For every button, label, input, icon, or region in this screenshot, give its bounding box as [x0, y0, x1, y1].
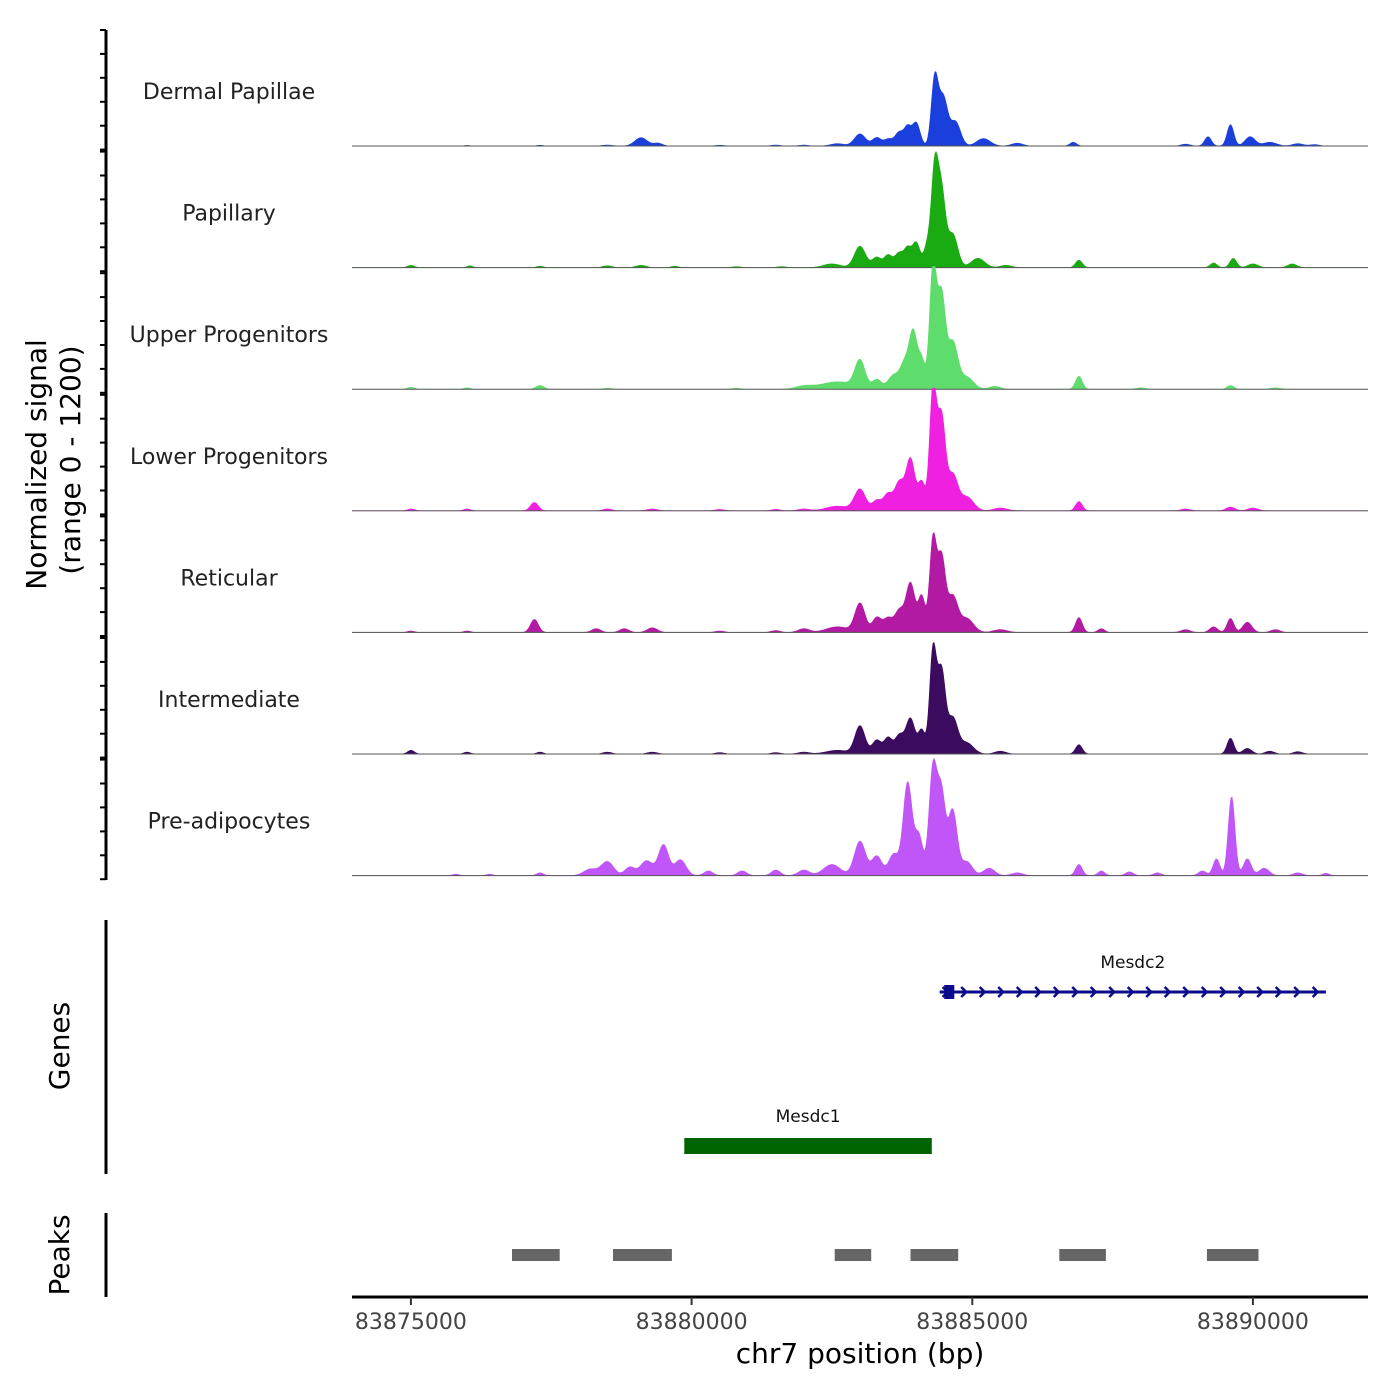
signal-y-axis-label: Normalized signal (range 0 - 1200) [20, 330, 87, 589]
track-label: Upper Progenitors [130, 323, 329, 348]
strand-arrow [1200, 986, 1209, 998]
track-label: Dermal Papillae [143, 80, 315, 105]
strand-arrow [1071, 986, 1079, 998]
signal-area [352, 757, 1368, 876]
peaks-axis-label: Peaks [43, 1214, 76, 1295]
signal-y-axis-ticks [100, 29, 106, 881]
track-lower-progenitors: Lower Progenitors [130, 387, 1368, 512]
track-dermal-papillae: Dermal Papillae [143, 71, 1368, 147]
x-axis-ticks: 83875000 83880000 83885000 83890000 [355, 1297, 1309, 1335]
strand-arrow [1256, 986, 1264, 998]
strand-arrow [1145, 986, 1153, 998]
track-label: Intermediate [158, 688, 300, 713]
strand-arrow [1034, 986, 1042, 998]
peak-region [613, 1249, 672, 1261]
peak-region [512, 1249, 560, 1261]
gene-mesdc2: Mesdc2 [939, 953, 1326, 999]
peak-region [834, 1249, 872, 1261]
x-tick-label: 83880000 [636, 1310, 748, 1335]
gene-track: Mesdc2 Mesdc1 [684, 953, 1326, 1154]
strand-arrow [1163, 986, 1172, 998]
gene-exon [944, 985, 955, 999]
gene-mesdc1: Mesdc1 [684, 1107, 932, 1154]
track-pre-adipocytes: Pre-adipocytes [148, 757, 1368, 877]
strand-arrow [1052, 986, 1061, 998]
track-label: Lower Progenitors [130, 445, 328, 470]
strand-arrow [1237, 986, 1246, 998]
gene-label: Mesdc2 [1100, 953, 1165, 973]
gene-exon [684, 1138, 932, 1154]
strand-arrow [1015, 986, 1024, 998]
track-reticular: Reticular [180, 532, 1368, 633]
strand-arrow [1311, 986, 1320, 998]
strand-arrow [960, 986, 968, 998]
signal-area [352, 641, 1368, 755]
peak-region [1059, 1249, 1106, 1261]
strand-arrow [997, 986, 1005, 998]
strand-arrow [1108, 986, 1116, 998]
signal-area [352, 387, 1368, 512]
signal-area [352, 532, 1368, 633]
track-upper-progenitors: Upper Progenitors [130, 266, 1368, 390]
strand-arrow [1182, 986, 1190, 998]
strand-arrow [1219, 986, 1227, 998]
signal-area [352, 266, 1368, 390]
track-papillary: Papillary [182, 151, 1368, 269]
signal-y-axis-label-line2: (range 0 - 1200) [54, 345, 87, 574]
x-tick-label: 83875000 [355, 1310, 467, 1335]
x-tick-label: 83890000 [1197, 1310, 1309, 1335]
signal-area [352, 151, 1368, 268]
genes-axis-label: Genes [43, 1002, 76, 1090]
coverage-tracks: Dermal Papillae Papillary Upper Progenitor… [130, 71, 1368, 877]
gene-label: Mesdc1 [776, 1107, 841, 1127]
strand-arrow [1293, 986, 1301, 998]
track-intermediate: Intermediate [158, 641, 1368, 755]
peak-region [1206, 1249, 1259, 1261]
signal-area [352, 71, 1368, 147]
strand-arrow [1126, 986, 1135, 998]
strand-arrow [1089, 986, 1098, 998]
peak-track [512, 1249, 1259, 1261]
peak-region [910, 1249, 959, 1261]
x-axis-label: chr7 position (bp) [736, 1337, 985, 1370]
signal-y-axis-label-line1: Normalized signal [20, 339, 53, 590]
strand-arrow [978, 986, 987, 998]
track-label: Pre-adipocytes [148, 810, 311, 835]
track-label: Papillary [182, 202, 276, 227]
strand-arrow [1274, 986, 1283, 998]
x-tick-label: 83885000 [916, 1310, 1028, 1335]
track-label: Reticular [180, 566, 278, 591]
